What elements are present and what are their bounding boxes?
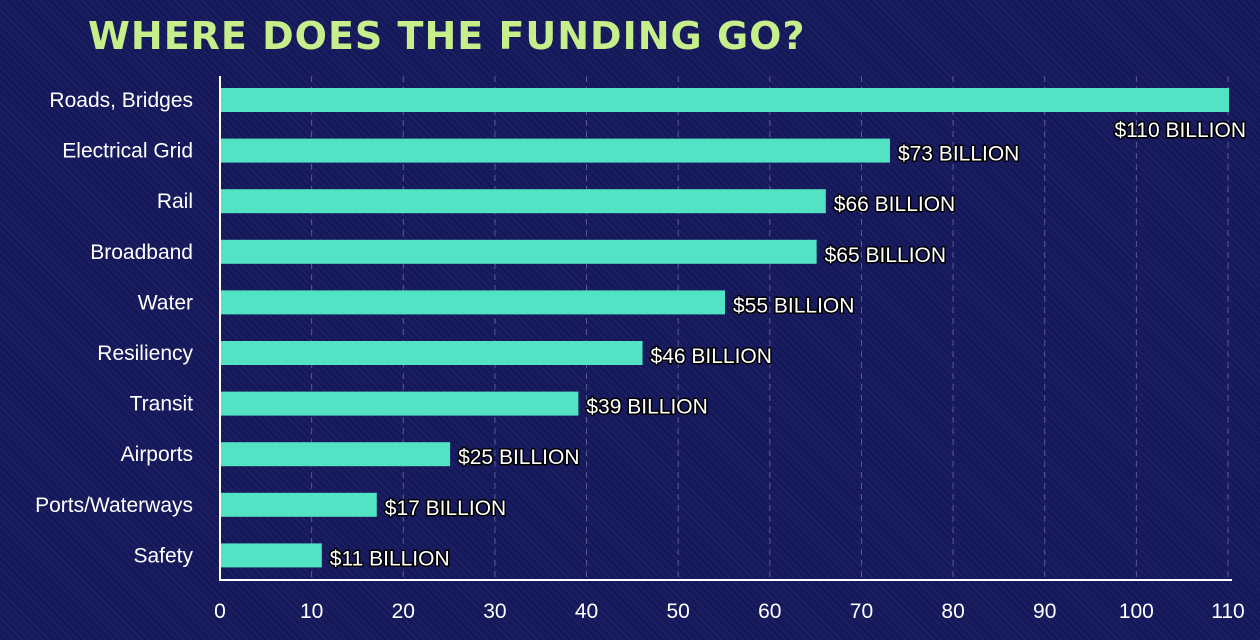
data-label: $73 BILLION xyxy=(898,143,1019,166)
category-label: Rail xyxy=(157,190,193,213)
data-label: $11 BILLION xyxy=(330,547,450,570)
x-tick-label: 110 xyxy=(1211,600,1244,623)
x-tick-label: 100 xyxy=(1119,600,1154,623)
category-label: Electrical Grid xyxy=(62,140,193,163)
category-label: Ports/Waterways xyxy=(35,494,193,517)
category-label: Water xyxy=(138,291,193,314)
bar xyxy=(221,189,826,214)
data-label: $66 BILLION xyxy=(834,193,955,216)
data-label: $55 BILLION xyxy=(733,294,854,317)
bar xyxy=(221,492,377,517)
category-labels: Roads, Bridges Electrical Grid Rail Broadba… xyxy=(35,89,193,567)
axes xyxy=(219,76,1232,581)
data-label: $39 BILLION xyxy=(586,396,707,419)
x-tick-label: 60 xyxy=(758,600,781,623)
data-label: $65 BILLION xyxy=(825,244,946,267)
bar xyxy=(221,290,725,315)
x-tick-label: 80 xyxy=(941,600,964,623)
data-label: $25 BILLION xyxy=(458,446,579,469)
bar xyxy=(221,239,817,264)
category-label: Resiliency xyxy=(97,342,193,365)
x-tick-label: 10 xyxy=(300,600,323,623)
x-tick-label: 40 xyxy=(575,600,598,623)
x-tick-labels: 0 10 20 30 40 50 60 70 80 90 100 110 xyxy=(214,600,1245,623)
category-label: Safety xyxy=(133,544,193,567)
x-tick-label: 90 xyxy=(1033,600,1056,623)
bar xyxy=(221,543,322,568)
bar xyxy=(221,138,890,163)
chart-title: WHERE DOES THE FUNDING GO? xyxy=(88,14,806,58)
category-label: Transit xyxy=(130,393,194,416)
data-label: $110 BILLION xyxy=(1114,119,1246,142)
bar xyxy=(221,391,579,416)
x-tick-label: 20 xyxy=(392,600,415,623)
bar xyxy=(221,341,643,365)
category-label: Roads, Bridges xyxy=(49,89,193,112)
x-tick-label: 70 xyxy=(850,600,873,623)
x-tick-label: 50 xyxy=(667,600,690,623)
data-label: $17 BILLION xyxy=(385,497,506,520)
data-label: $46 BILLION xyxy=(651,345,772,368)
category-label: Airports xyxy=(121,443,193,466)
x-tick-label: 0 xyxy=(214,600,226,623)
data-labels: $110 BILLION $73 BILLION $66 BILLION $65 BI… xyxy=(328,118,1247,572)
category-label: Broadband xyxy=(90,241,193,264)
bar xyxy=(221,88,1229,112)
bars xyxy=(221,88,1229,568)
x-tick-label: 30 xyxy=(483,600,506,623)
bar xyxy=(221,442,451,467)
